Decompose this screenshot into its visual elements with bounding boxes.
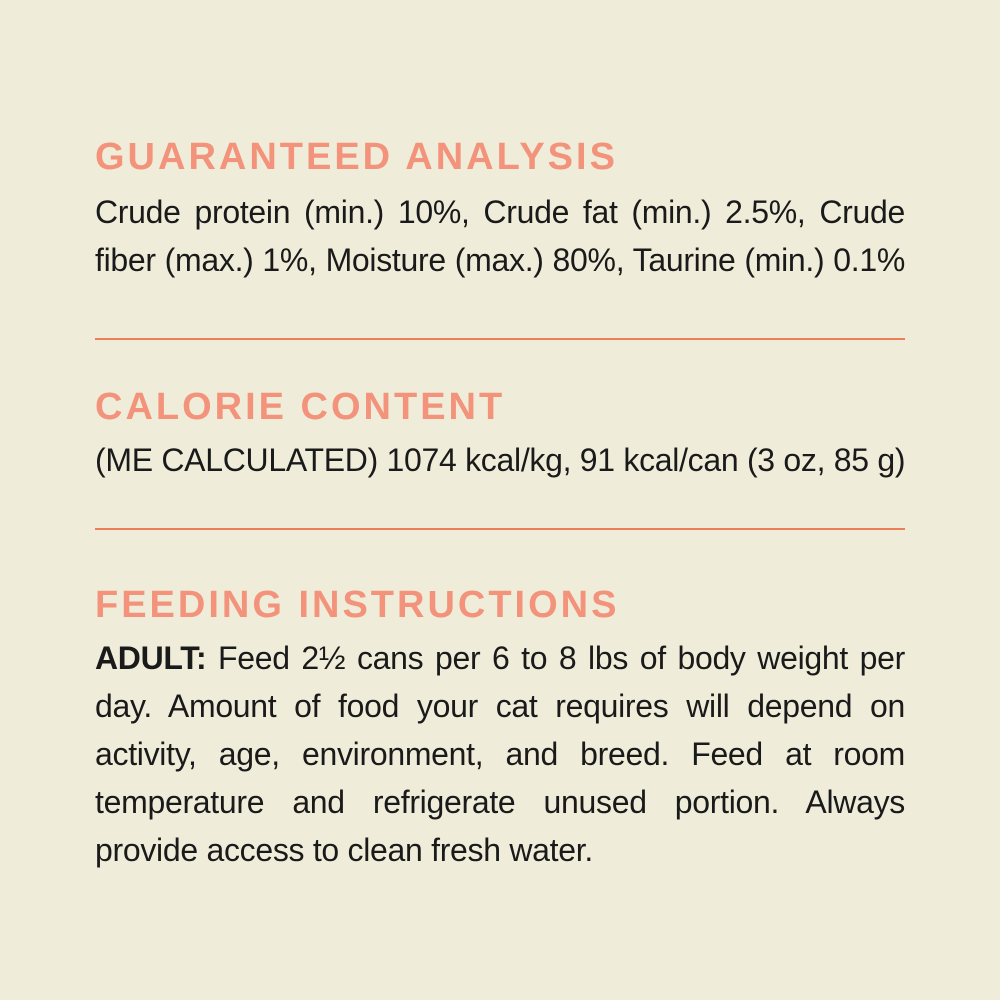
label-content: GUARANTEED ANALYSIS Crude protein (min.)… [95, 0, 906, 874]
guaranteed-analysis-line-1: Crude protein (min.) 10%, Crude fat (min… [95, 194, 905, 230]
guaranteed-analysis-line-2: fiber (max.) 1%, Moisture (max.) 80%, Ta… [95, 242, 905, 278]
feeding-instructions-line-4: temperature and refrigerate unused porti… [95, 784, 905, 820]
feeding-instructions-line-2: day. Amount of food your cat requires wi… [95, 688, 905, 724]
guaranteed-analysis-heading: GUARANTEED ANALYSIS [95, 136, 618, 178]
adult-label: ADULT: [95, 640, 207, 676]
feeding-instructions-line-5: provide access to clean fresh water. [95, 832, 593, 868]
calorie-content-text: (ME CALCULATED) 1074 kcal/kg, 91 kcal/ca… [95, 442, 906, 478]
section-guaranteed-analysis: GUARANTEED ANALYSIS Crude protein (min.)… [95, 136, 905, 284]
section-feeding-instructions: FEEDING INSTRUCTIONS ADULT: Feed 2½ cans… [95, 584, 905, 874]
guaranteed-analysis-text: Crude protein (min.) 10%, Crude fat (min… [95, 188, 905, 284]
feeding-instructions-text: ADULT: Feed 2½ cans per 6 to 8 lbs of bo… [95, 634, 905, 874]
calorie-content-heading: CALORIE CONTENT [95, 386, 506, 428]
feeding-instructions-line-1-rest: Feed 2½ cans per 6 to 8 lbs of body weig… [218, 640, 905, 676]
feeding-instructions-line-1: ADULT: Feed 2½ cans per 6 to 8 lbs of bo… [95, 634, 905, 682]
section-divider [95, 338, 905, 340]
feeding-instructions-line-3: activity, age, environment, and breed. F… [95, 736, 905, 772]
section-divider [95, 528, 905, 530]
section-calorie-content: CALORIE CONTENT (ME CALCULATED) 1074 kca… [95, 386, 906, 484]
feeding-instructions-heading: FEEDING INSTRUCTIONS [95, 584, 620, 626]
